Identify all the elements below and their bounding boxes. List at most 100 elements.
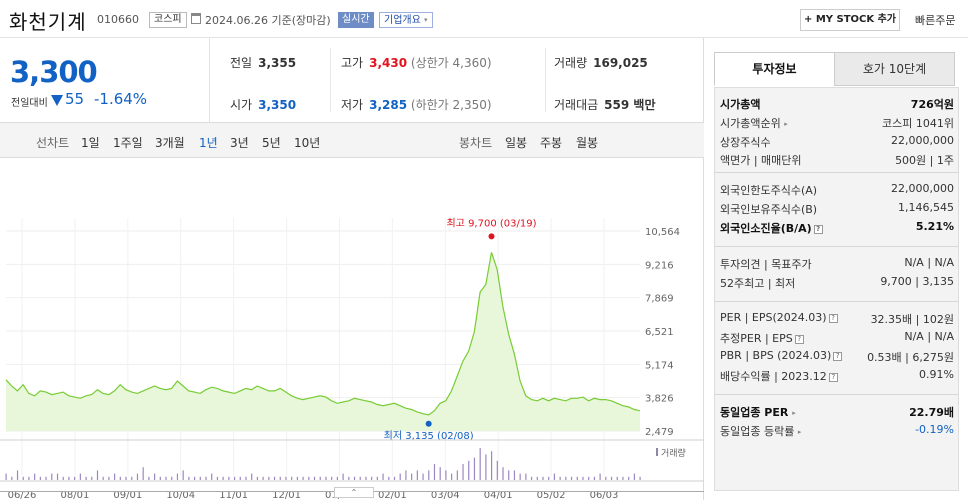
volume-bar bbox=[96, 470, 99, 480]
info-key[interactable]: 동일업종 PER ▸ bbox=[720, 404, 796, 420]
corp-info-button[interactable]: 기업개요 ▾ bbox=[379, 12, 433, 28]
candle-daily[interactable]: 일봉 bbox=[505, 136, 528, 150]
divider bbox=[330, 48, 331, 112]
volume-bar bbox=[91, 476, 93, 480]
volume-bar bbox=[205, 476, 207, 480]
info-row: 외국인소진율(B/A)? 5.21% bbox=[720, 220, 954, 238]
volume-bar bbox=[296, 476, 298, 480]
volume-bar bbox=[154, 473, 156, 480]
info-row: 상장주식수 22,000,000 bbox=[720, 134, 954, 152]
help-icon[interactable]: ? bbox=[833, 351, 843, 361]
volume-bar bbox=[376, 476, 378, 480]
date-text: 2024.06.26 기준(장마감) bbox=[205, 14, 331, 27]
info-key: 추정PER | EPS? bbox=[720, 330, 804, 346]
volume-bar bbox=[388, 476, 390, 480]
info-key[interactable]: 시가총액순위 ▸ bbox=[720, 115, 788, 131]
info-key-label: 동일업종 등락률 bbox=[720, 425, 795, 438]
info-key[interactable]: 동일업종 등락률 ▸ bbox=[720, 423, 801, 439]
period-1w[interactable]: 1주일 bbox=[113, 136, 143, 150]
volume-bar bbox=[371, 476, 373, 480]
volume-bar bbox=[599, 473, 601, 480]
volume-bar bbox=[114, 473, 116, 480]
change-label: 전일대비 bbox=[11, 98, 48, 109]
chevron-up-icon[interactable]: ⌃ bbox=[334, 487, 374, 498]
volume-bar bbox=[342, 473, 344, 480]
info-key-label: 배당수익률 | 2023.12 bbox=[720, 370, 827, 383]
help-icon[interactable]: ? bbox=[828, 372, 838, 382]
volume-bar bbox=[182, 470, 184, 480]
volume-bar bbox=[428, 470, 430, 480]
info-row: 배당수익률 | 2023.12? 0.91% bbox=[720, 368, 954, 386]
volume-bar bbox=[119, 476, 121, 480]
realtime-button[interactable]: 실시간 bbox=[338, 12, 374, 28]
info-value: 500원 | 1주 bbox=[895, 154, 954, 167]
period-1d[interactable]: 1일 bbox=[81, 136, 100, 150]
help-icon[interactable]: ? bbox=[828, 313, 838, 323]
volume-bar bbox=[605, 476, 607, 480]
period-10y[interactable]: 10년 bbox=[294, 136, 321, 150]
low-label: 저가 bbox=[341, 98, 364, 112]
info-row: 52주최고 | 최저 9,700 | 3,135 bbox=[720, 275, 954, 293]
volume-bar bbox=[308, 476, 310, 480]
open-value: 3,350 bbox=[258, 98, 297, 112]
volume-bar bbox=[485, 454, 487, 480]
period-3m[interactable]: 3개월 bbox=[155, 136, 185, 150]
info-value: 1,146,545 bbox=[898, 201, 954, 214]
price-line bbox=[5, 252, 641, 416]
info-key: 외국인보유주식수(B) bbox=[720, 203, 818, 216]
info-key: PBR | BPS (2024.03)? bbox=[720, 349, 843, 362]
volume-bar bbox=[85, 476, 87, 480]
low-label: 최저 3,135 (02/08) bbox=[384, 430, 474, 442]
x-tick-label: 05/02 bbox=[537, 490, 566, 500]
tab-hoga[interactable]: 호가 10단계 bbox=[834, 52, 955, 86]
market-badge: 코스피 bbox=[149, 12, 187, 28]
volume-bar bbox=[439, 467, 441, 480]
volume-bar bbox=[51, 473, 53, 480]
volume-bar bbox=[336, 476, 338, 480]
volume-bar bbox=[593, 476, 596, 480]
stock-code: 010660 bbox=[97, 13, 139, 26]
volume-bar bbox=[233, 476, 236, 480]
volume-bar bbox=[519, 473, 521, 480]
info-row: 외국인보유주식수(B) 1,146,545 bbox=[720, 201, 954, 219]
period-3y[interactable]: 3년 bbox=[230, 136, 249, 150]
volume-bar bbox=[365, 476, 367, 480]
help-icon[interactable]: ? bbox=[813, 224, 823, 234]
my-stock-add-button[interactable]: + MY STOCK 추가 bbox=[800, 9, 900, 31]
info-value: 22,000,000 bbox=[891, 182, 954, 195]
info-key: 상장주식수 bbox=[720, 136, 771, 149]
info-row: 동일업종 등락률 ▸ -0.19% bbox=[720, 423, 954, 441]
info-row: 추정PER | EPS? N/A | N/A bbox=[720, 330, 954, 348]
info-row: PER | EPS(2024.03)? 32.35배 | 102원 bbox=[720, 311, 954, 329]
volume-legend: 거래량 bbox=[661, 447, 686, 459]
volume-bar bbox=[11, 476, 13, 480]
volume-bar bbox=[16, 470, 19, 480]
info-section-foreign: 외국인한도주식수(A) 22,000,000 외국인보유주식수(B) 1,146,5… bbox=[715, 173, 958, 247]
stock-name: 화천기계 bbox=[9, 10, 87, 34]
info-key: 외국인소진율(B/A)? bbox=[720, 220, 823, 236]
high-label: 최고 9,700 (03/19) bbox=[446, 217, 536, 229]
period-5y[interactable]: 5년 bbox=[262, 136, 281, 150]
volume-bar bbox=[45, 476, 47, 480]
quick-order-link[interactable]: 빠른주문 bbox=[915, 14, 956, 27]
volume-bar bbox=[588, 476, 590, 480]
high-value: 3,430 bbox=[369, 56, 408, 70]
lower-limit: (하한가 2,350) bbox=[410, 98, 492, 112]
candle-weekly[interactable]: 주봉 bbox=[540, 136, 563, 150]
info-section-industry: 동일업종 PER ▸ 22.79배 동일업종 등락률 ▸ -0.19% bbox=[715, 395, 958, 490]
price-chart[interactable]: 10,564 9,216 7,869 6,521 5,174 3,826 2,479 06/2… bbox=[0, 158, 704, 500]
volume-bar bbox=[565, 476, 567, 480]
volume-bar bbox=[422, 473, 424, 480]
volume-bar bbox=[468, 460, 470, 480]
period-1y[interactable]: 1년 bbox=[199, 136, 218, 150]
volume-bar bbox=[273, 476, 276, 480]
candle-monthly[interactable]: 월봉 bbox=[576, 136, 599, 150]
volume-bar bbox=[576, 476, 578, 480]
info-row: 시가총액순위 ▸ 코스피 1041위 bbox=[720, 115, 954, 133]
volume-bar bbox=[405, 470, 407, 480]
left-panel: 3,300 전일대비 55 -1.64% 전일 3,355 고가 3,430 (상한… bbox=[0, 38, 704, 500]
tab-invest-info[interactable]: 투자정보 bbox=[714, 52, 835, 86]
volume-bar bbox=[325, 476, 327, 480]
help-icon[interactable]: ? bbox=[794, 334, 804, 344]
volume-bar bbox=[102, 476, 104, 480]
